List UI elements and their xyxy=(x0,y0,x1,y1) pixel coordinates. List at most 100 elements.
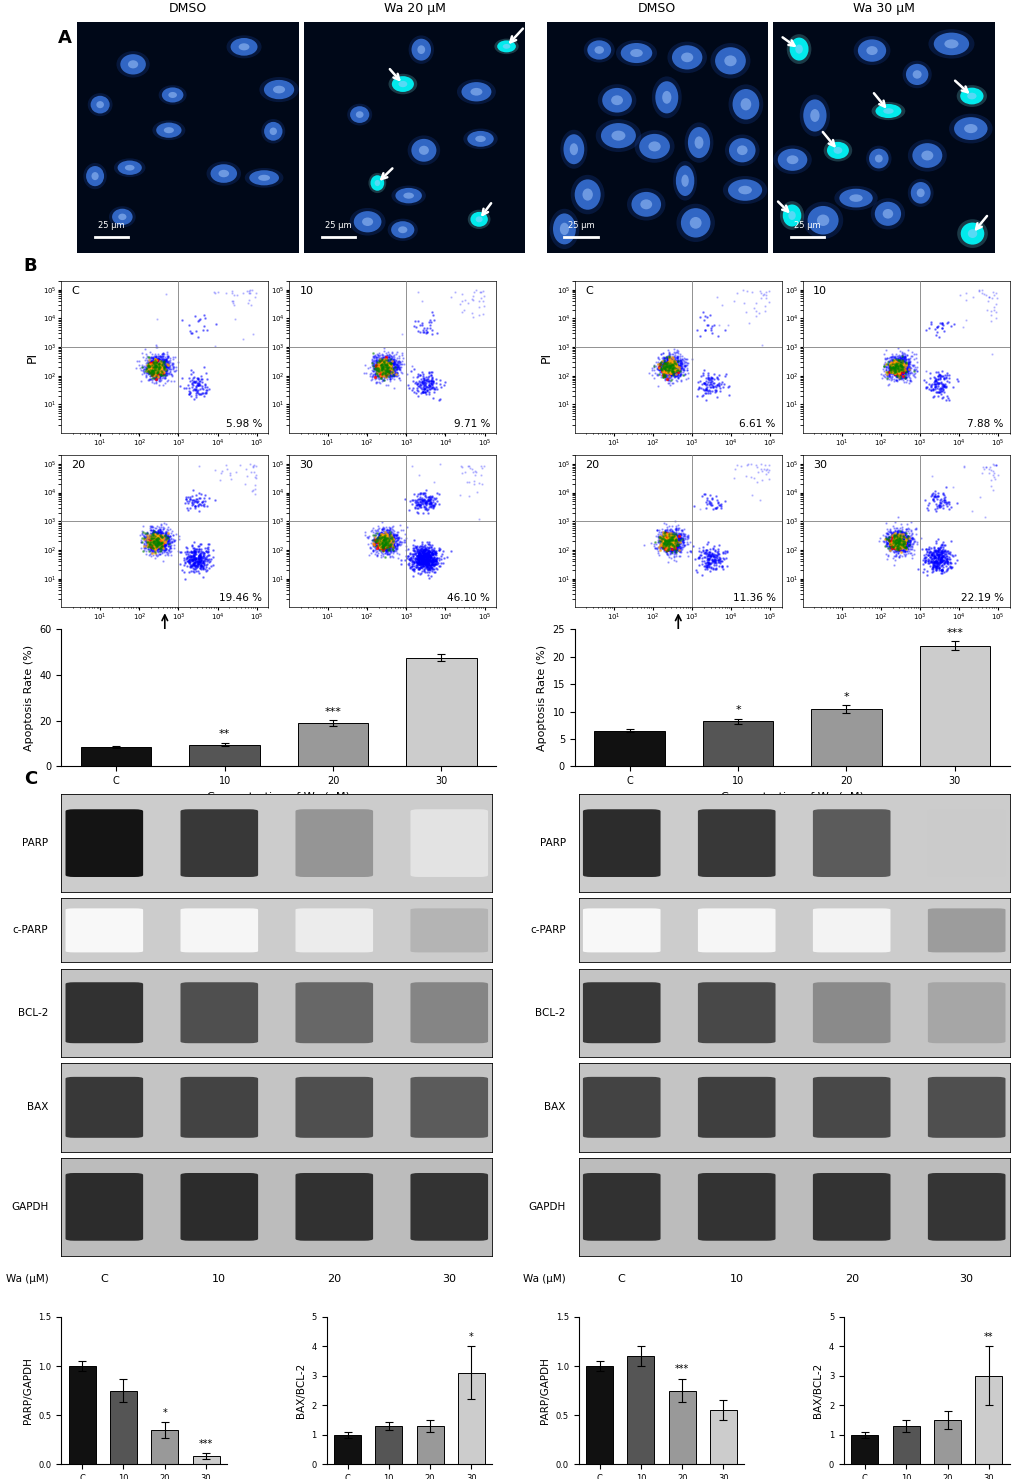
Point xyxy=(886,355,902,379)
Point xyxy=(664,355,681,379)
Point xyxy=(903,353,919,377)
Point xyxy=(153,531,169,555)
Point xyxy=(661,524,678,547)
Point xyxy=(656,364,673,387)
Point xyxy=(154,531,170,555)
Point xyxy=(661,348,678,371)
Point xyxy=(151,353,167,377)
Point xyxy=(147,529,163,553)
Point xyxy=(380,531,396,555)
Point xyxy=(379,534,395,558)
Point xyxy=(660,527,677,550)
Point xyxy=(887,351,903,374)
Point xyxy=(378,345,394,368)
Point xyxy=(151,355,167,379)
Point xyxy=(896,540,912,563)
Point xyxy=(144,531,160,555)
Point xyxy=(666,535,683,559)
Point xyxy=(661,351,678,374)
Point xyxy=(685,534,701,558)
Point xyxy=(152,532,168,556)
Point xyxy=(193,546,209,569)
Point xyxy=(369,356,385,380)
Point xyxy=(669,349,686,373)
Point xyxy=(186,555,203,578)
Point xyxy=(404,493,420,516)
Point xyxy=(706,549,722,572)
Point xyxy=(888,358,904,382)
Point xyxy=(432,553,448,577)
Point xyxy=(657,527,674,550)
Point xyxy=(141,358,157,382)
Point xyxy=(702,318,718,342)
Point xyxy=(698,544,714,568)
Point xyxy=(705,541,721,565)
Point xyxy=(377,538,393,562)
Point xyxy=(143,528,159,552)
Point xyxy=(152,356,168,380)
Ellipse shape xyxy=(882,108,893,114)
Point xyxy=(139,522,155,546)
Point xyxy=(369,361,385,385)
Point xyxy=(672,537,688,561)
Point xyxy=(363,348,379,371)
Point xyxy=(148,362,164,386)
Point xyxy=(156,356,172,380)
Point xyxy=(138,525,154,549)
Point xyxy=(664,346,681,370)
Ellipse shape xyxy=(689,217,701,229)
Point xyxy=(364,351,380,374)
Point xyxy=(378,527,394,550)
Point xyxy=(898,525,914,549)
Point xyxy=(146,527,162,550)
Point xyxy=(381,361,397,385)
Ellipse shape xyxy=(630,49,642,58)
Point xyxy=(365,340,381,364)
Point xyxy=(662,349,679,373)
Point xyxy=(385,362,401,386)
Point xyxy=(941,540,957,563)
Point xyxy=(662,522,679,546)
Point xyxy=(140,355,156,379)
Point xyxy=(698,555,714,578)
Point xyxy=(376,355,392,379)
Point xyxy=(139,524,155,547)
Point xyxy=(883,531,900,555)
Point xyxy=(163,521,179,544)
Point xyxy=(928,371,945,395)
Point xyxy=(147,525,163,549)
Point xyxy=(664,532,681,556)
Point xyxy=(892,355,908,379)
Point xyxy=(900,525,916,549)
Point xyxy=(385,528,401,552)
Point xyxy=(889,364,905,387)
Point xyxy=(658,348,675,371)
Point xyxy=(708,549,725,572)
Point xyxy=(893,352,909,376)
Point xyxy=(673,349,689,373)
Point xyxy=(896,345,912,368)
Point xyxy=(369,351,385,374)
Point xyxy=(143,537,159,561)
Point xyxy=(151,358,167,382)
Point xyxy=(144,527,160,550)
Point xyxy=(149,528,165,552)
Point xyxy=(374,528,390,552)
Point xyxy=(372,351,388,374)
Point xyxy=(381,525,397,549)
Point xyxy=(892,352,908,376)
Point xyxy=(667,527,684,550)
Point xyxy=(161,351,177,374)
Point xyxy=(375,537,391,561)
Point xyxy=(649,535,665,559)
Point xyxy=(671,521,687,544)
Point xyxy=(672,537,688,561)
Point xyxy=(151,531,167,555)
Point xyxy=(668,534,685,558)
Point xyxy=(660,358,677,382)
Point xyxy=(423,365,439,389)
Point xyxy=(426,553,442,577)
Point xyxy=(378,534,394,558)
Point xyxy=(657,352,674,376)
Point xyxy=(889,348,905,371)
